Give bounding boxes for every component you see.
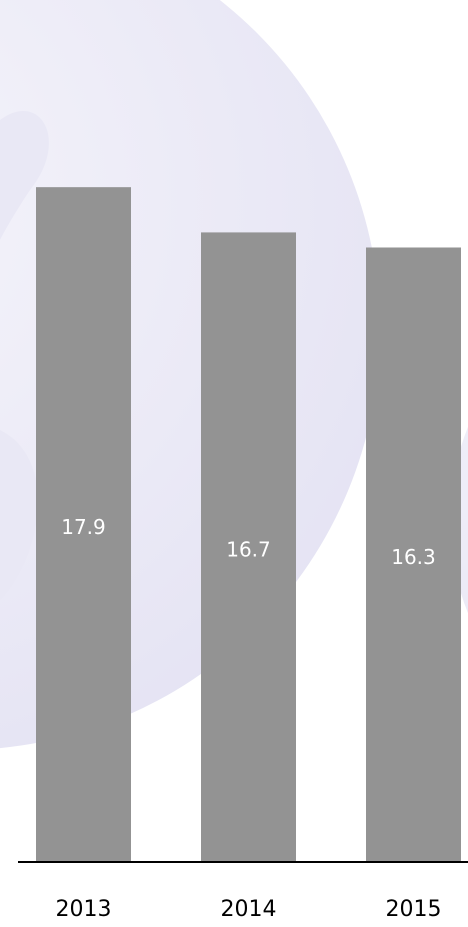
value-label: 17.9 xyxy=(61,515,106,539)
plot: 17.9 16.7 16.3 xyxy=(36,187,461,863)
bar xyxy=(201,232,296,862)
x-tick-label: 2013 xyxy=(56,897,112,922)
value-label: 16.3 xyxy=(391,545,436,569)
bar xyxy=(36,187,131,863)
value-label: 16.7 xyxy=(226,538,271,562)
x-tick-label: 2014 xyxy=(221,897,277,922)
bar xyxy=(366,247,461,863)
x-tick-label: 2015 xyxy=(386,897,442,922)
